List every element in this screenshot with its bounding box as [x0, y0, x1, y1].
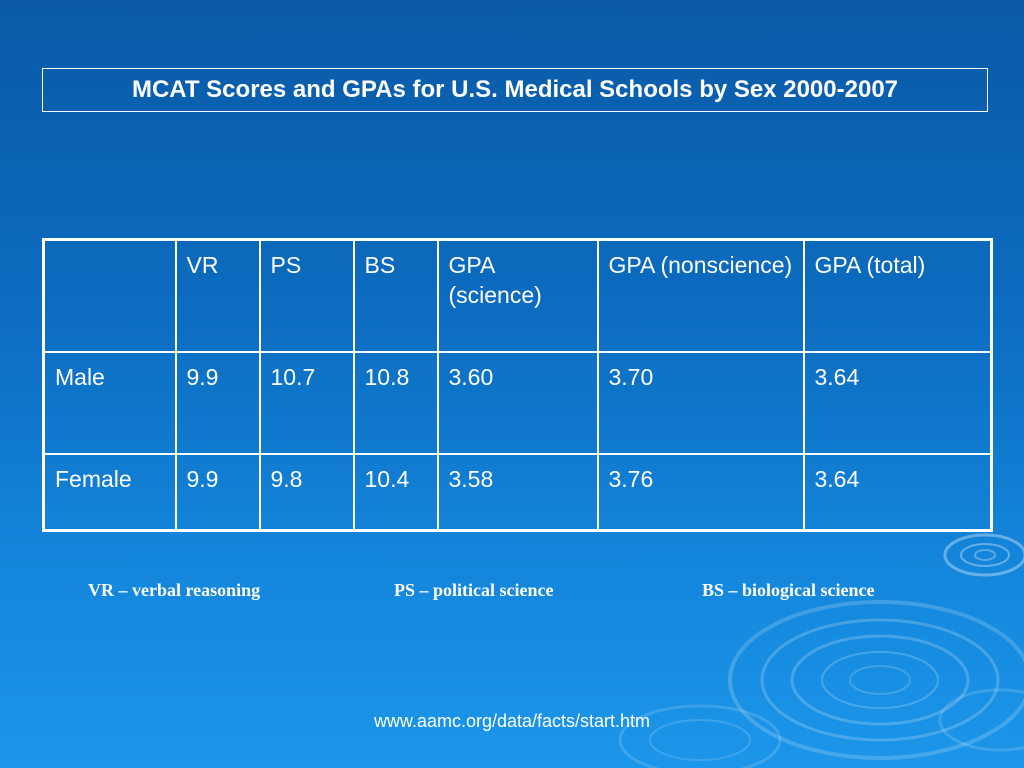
legend-vr: VR – verbal reasoning	[88, 580, 261, 600]
mcat-gpa-table: VR PS BS GPA (science) GPA (nonscience) …	[42, 238, 993, 532]
header-cell-gpa-total: GPA (total)	[802, 238, 993, 353]
cell-gpa-total: 3.64	[802, 351, 993, 455]
row-label: Male	[42, 351, 177, 455]
legend-bs: BS – biological science	[702, 580, 875, 600]
cell-ps: 10.7	[258, 351, 355, 455]
source-link[interactable]: www.aamc.org/data/facts/start.htm	[373, 711, 651, 731]
cell-gpa-science: 3.60	[436, 351, 599, 455]
cell-gpa-nonscience: 3.76	[596, 453, 805, 532]
cell-gpa-nonscience: 3.70	[596, 351, 805, 455]
cell-ps: 9.8	[258, 453, 355, 532]
table-row-female: Female 9.9 9.8 10.4 3.58 3.76 3.64	[42, 453, 993, 532]
cell-gpa-total: 3.64	[802, 453, 993, 532]
header-cell-bs: BS	[352, 238, 439, 353]
slide-title: MCAT Scores and GPAs for U.S. Medical Sc…	[42, 68, 988, 112]
cell-bs: 10.8	[352, 351, 439, 455]
header-cell-empty	[42, 238, 177, 353]
cell-vr: 9.9	[174, 351, 261, 455]
cell-gpa-science: 3.58	[436, 453, 599, 532]
row-label: Female	[42, 453, 177, 532]
header-cell-gpa-science: GPA (science)	[436, 238, 599, 353]
header-cell-ps: PS	[258, 238, 355, 353]
table-row-male: Male 9.9 10.7 10.8 3.60 3.70 3.64	[42, 351, 993, 455]
cell-vr: 9.9	[174, 453, 261, 532]
cell-bs: 10.4	[352, 453, 439, 532]
table-header-row: VR PS BS GPA (science) GPA (nonscience) …	[42, 238, 993, 353]
legend-ps: PS – political science	[394, 580, 554, 600]
header-cell-vr: VR	[174, 238, 261, 353]
header-cell-gpa-nonscience: GPA (nonscience)	[596, 238, 805, 353]
